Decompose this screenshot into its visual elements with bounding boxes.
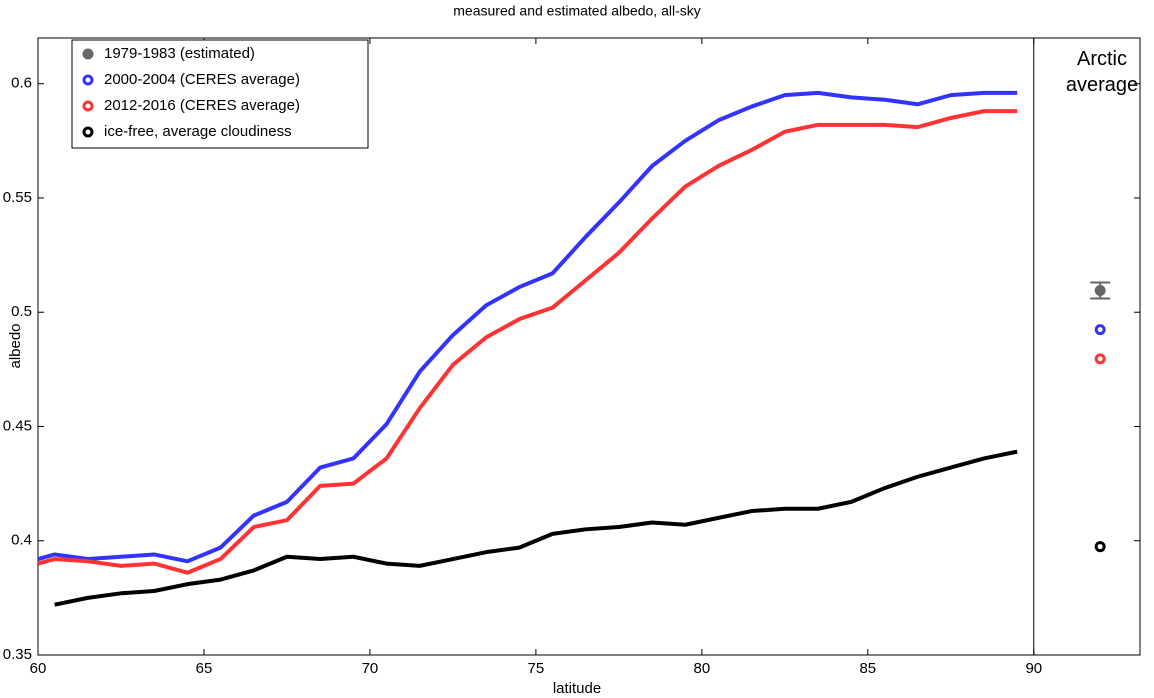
legend-label: 1979-1983 (estimated) <box>104 45 255 62</box>
x-tick-label: 60 <box>30 660 47 677</box>
series-line <box>37 90 1018 564</box>
average-point <box>1094 324 1106 336</box>
x-tick-label: 65 <box>196 660 213 677</box>
plot-frame <box>37 37 1141 656</box>
y-tick-label: 0.6 <box>11 75 32 92</box>
legend-marker <box>82 48 94 60</box>
x-tick-label: 80 <box>694 660 711 677</box>
legend-label: 2012-2016 (CERES average) <box>104 97 300 114</box>
series-line <box>54 449 1018 607</box>
chart-title: measured and estimated albedo, all-sky <box>453 3 700 19</box>
annotation: Arctic average <box>1065 48 1139 96</box>
y-tick-label: 0.35 <box>3 646 32 663</box>
legend-marker <box>82 100 94 112</box>
average-point <box>1094 541 1106 553</box>
x-tick-label: 75 <box>528 660 545 677</box>
y-tick-label: 0.55 <box>3 189 32 206</box>
x-tick-label: 85 <box>859 660 876 677</box>
legend-label: 2000-2004 (CERES average) <box>104 71 300 88</box>
y-axis-label: albedo <box>7 323 24 368</box>
y-tick-label: 0.4 <box>11 532 32 549</box>
y-tick-label: 0.5 <box>11 303 32 320</box>
legend-label: ice-free, average cloudiness <box>104 123 292 140</box>
x-tick-label: 90 <box>1025 660 1042 677</box>
average-point <box>1094 285 1106 297</box>
legend-marker <box>82 126 94 138</box>
y-tick-label: 0.45 <box>3 417 32 434</box>
legend-box <box>71 39 369 149</box>
legend-marker <box>82 74 94 86</box>
x-axis-label: latitude <box>553 680 601 697</box>
average-point <box>1094 353 1106 365</box>
series-line <box>37 109 1018 575</box>
x-tick-label: 70 <box>362 660 379 677</box>
